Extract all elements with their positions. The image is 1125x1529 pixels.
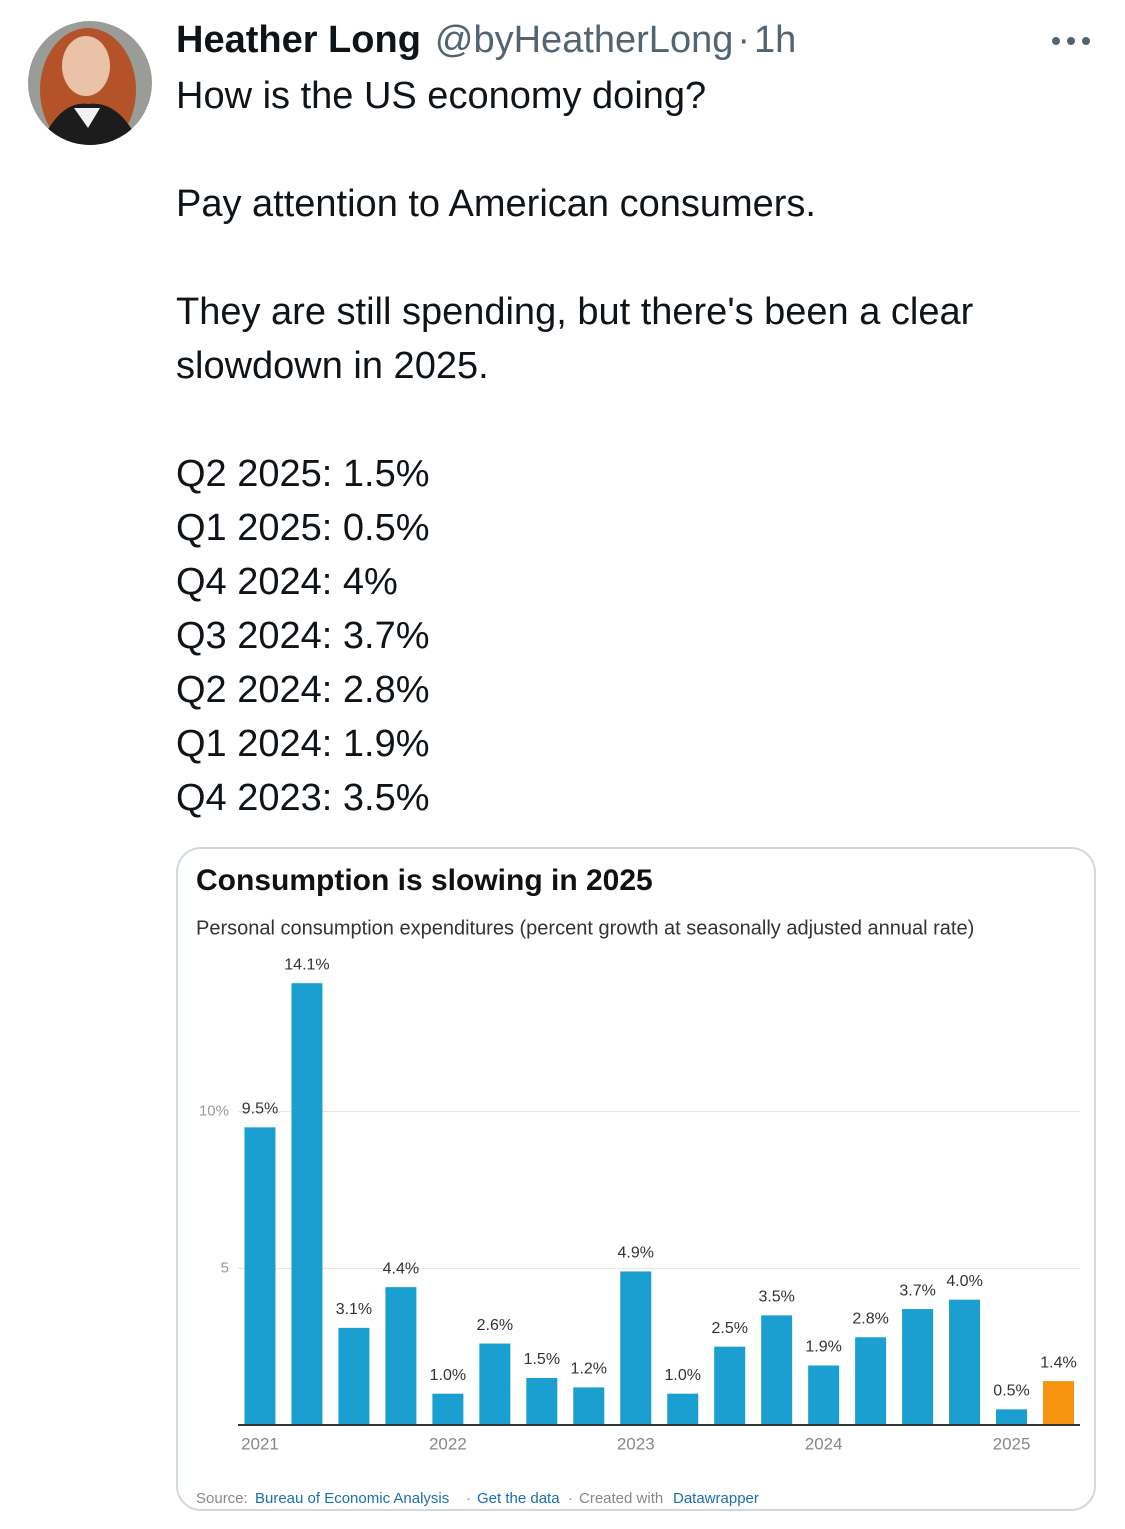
bar — [761, 1315, 793, 1425]
tweet-text: How is the US economy doing? Pay attentio… — [176, 69, 1106, 879]
more-menu[interactable] — [1052, 37, 1090, 45]
bar — [714, 1346, 746, 1425]
x-tick-label: 2023 — [617, 1434, 655, 1453]
value-label: 14.1% — [284, 956, 329, 973]
bar — [526, 1378, 558, 1425]
bar — [573, 1387, 605, 1425]
x-tick-label: 2021 — [241, 1434, 279, 1453]
value-label: 4.0% — [946, 1273, 982, 1290]
text-line: How is the US economy doing? — [176, 75, 707, 117]
bar — [808, 1365, 840, 1425]
bar — [244, 1127, 276, 1425]
text-line: Q4 2023: 3.5% — [176, 777, 430, 819]
y-tick-label: 5 — [221, 1259, 229, 1276]
avatar[interactable] — [28, 21, 152, 152]
author-name[interactable]: Heather Long — [176, 18, 421, 61]
value-label: 2.8% — [852, 1310, 888, 1327]
value-label: 1.0% — [665, 1367, 701, 1384]
bar — [902, 1309, 934, 1425]
value-label: 1.4% — [1040, 1354, 1076, 1371]
x-tick-label: 2024 — [805, 1434, 843, 1453]
bar — [338, 1327, 370, 1425]
text-line: Q1 2025: 0.5% — [176, 507, 430, 549]
text-line: Q3 2024: 3.7% — [176, 615, 430, 657]
source-link[interactable]: Bureau of Economic Analysis — [255, 1490, 449, 1507]
data-link[interactable]: Get the data — [477, 1490, 560, 1507]
value-label: 1.0% — [430, 1367, 466, 1384]
separator: · — [466, 1490, 471, 1507]
y-tick-label: 10% — [199, 1103, 229, 1120]
text-line: Q4 2024: 4% — [176, 561, 398, 603]
paragraph: Pay attention to American consumers. — [176, 177, 1106, 231]
bar — [620, 1271, 652, 1425]
value-label: 3.7% — [899, 1282, 935, 1299]
text-line: Q2 2024: 2.8% — [176, 669, 430, 711]
bar — [1043, 1381, 1075, 1425]
paragraph: They are still spending, but there's bee… — [176, 285, 1106, 393]
text-line: Q2 2025: 1.5% — [176, 453, 430, 495]
paragraph: How is the US economy doing? — [176, 69, 1106, 123]
value-label: 1.2% — [571, 1361, 607, 1378]
chart-title: Consumption is slowing in 2025 — [196, 864, 653, 897]
value-label: 3.5% — [758, 1289, 794, 1306]
bar — [479, 1343, 511, 1425]
value-label: 4.4% — [383, 1260, 419, 1277]
separator: · — [568, 1490, 573, 1507]
value-label: 0.5% — [993, 1383, 1029, 1400]
bar — [291, 983, 323, 1425]
chart-subtitle: Personal consumption expenditures (perce… — [196, 917, 974, 939]
bar — [385, 1287, 417, 1425]
text-line: Q1 2024: 1.9% — [176, 723, 430, 765]
value-label: 9.5% — [242, 1101, 278, 1118]
author-handle[interactable]: @byHeatherLong — [434, 18, 734, 61]
text-line: They are still spending, but there's bee… — [176, 291, 974, 387]
paragraph: Q2 2025: 1.5% Q1 2025: 0.5% Q4 2024: 4% Q3 … — [176, 447, 1106, 825]
value-label: 2.6% — [477, 1317, 513, 1334]
created-label: Created with — [579, 1490, 663, 1507]
bar — [432, 1393, 464, 1425]
bar — [949, 1299, 981, 1425]
bar — [855, 1337, 887, 1425]
separator: · — [737, 18, 750, 61]
bar — [667, 1393, 699, 1425]
value-label: 1.5% — [524, 1351, 560, 1368]
tweet-header: Heather Long @byHeatherLong · 1h — [176, 14, 796, 66]
value-label: 3.1% — [336, 1301, 372, 1318]
x-tick-label: 2025 — [993, 1434, 1031, 1453]
tool-link[interactable]: Datawrapper — [673, 1490, 759, 1507]
timestamp[interactable]: 1h — [754, 18, 797, 61]
source-label: Source: — [196, 1490, 248, 1507]
x-tick-label: 2022 — [429, 1434, 467, 1453]
bar — [996, 1409, 1028, 1425]
value-label: 2.5% — [711, 1320, 747, 1337]
text-line: Pay attention to American consumers. — [176, 183, 816, 225]
value-label: 1.9% — [805, 1339, 841, 1356]
value-label: 4.9% — [618, 1245, 654, 1262]
